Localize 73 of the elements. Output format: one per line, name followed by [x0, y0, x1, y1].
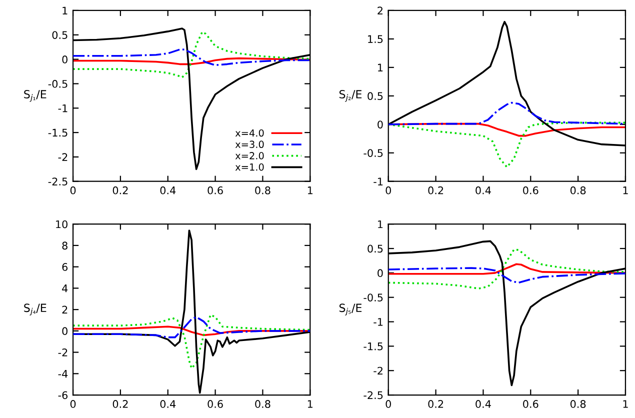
x-tick-label: 0.2 [428, 400, 444, 408]
y-tick-label: 0 [378, 120, 383, 128]
y-tick-label: 4 [62, 284, 68, 292]
x-tick-label: 0.6 [523, 400, 538, 408]
y-axis-title: S$_{j₄}$/E [24, 304, 46, 316]
x-tick-label: 0 [70, 400, 76, 408]
y-tick-label: -4 [58, 370, 68, 378]
y-tick-label: 1 [378, 64, 383, 72]
x-tick-label: 1 [308, 186, 312, 194]
x-tick-label: 0.4 [476, 400, 491, 408]
line-series [73, 326, 310, 336]
y-tick-label: 0 [62, 56, 68, 64]
y-tick-label: 0 [62, 327, 68, 336]
legend-label: x=4.0 [235, 129, 264, 137]
y-tick-label: -0.5 [364, 149, 383, 157]
legend-label: x=1.0 [235, 163, 264, 171]
legend-label: x=3.0 [235, 140, 264, 148]
y-axis-title: S$_{j₅}$/E [339, 304, 362, 316]
y-tick-label: -1 [374, 178, 383, 186]
y-tick-label: 0.5 [368, 244, 383, 253]
x-tick-label: 0.2 [112, 400, 128, 408]
y-tick-label: -2.5 [364, 391, 383, 400]
legend-label: x=2.0 [235, 152, 264, 160]
line-series [73, 31, 310, 78]
x-tick-label: 1 [308, 400, 312, 408]
x-tick-label: 0.6 [208, 400, 223, 408]
y-axis-title: S$_{j₂}$/E [339, 90, 362, 102]
y-tick-label: 2 [378, 6, 382, 14]
x-tick-label: 0 [386, 400, 391, 408]
x-tick-label: 0 [70, 186, 76, 194]
line-series [388, 102, 626, 126]
x-tick-label: 0.8 [570, 186, 586, 194]
x-tick-label: 0.2 [428, 186, 444, 194]
y-tick-label: -0.5 [48, 80, 68, 88]
x-tick-label: 0.4 [160, 186, 176, 194]
y-tick-label: 0.5 [368, 92, 383, 100]
x-tick-label: 0.6 [208, 186, 223, 194]
x-tick-label: 0.4 [160, 400, 176, 408]
line-series [388, 248, 626, 290]
x-tick-label: 0.6 [523, 186, 538, 194]
y-tick-label: 0 [378, 269, 383, 278]
line-series [73, 314, 310, 370]
y-tick-label: 6 [62, 263, 68, 271]
y-tick-label: -2 [58, 348, 68, 356]
x-tick-label: 0.8 [570, 400, 586, 408]
line-series [73, 316, 310, 338]
x-tick-label: 0.8 [255, 400, 270, 408]
y-tick-label: 1 [62, 6, 68, 14]
y-tick-label: 10 [56, 220, 68, 228]
x-tick-label: 0.8 [255, 186, 270, 194]
x-tick-label: 1 [623, 400, 628, 408]
line-series [73, 48, 310, 66]
y-tick-label: -6 [58, 391, 68, 400]
x-tick-label: 1 [623, 186, 628, 194]
x-tick-label: 0 [386, 186, 391, 194]
y-tick-label: -2 [374, 366, 382, 375]
line-series [388, 263, 626, 275]
y-tick-label: -1 [374, 318, 383, 326]
y-tick-label: -0.5 [364, 294, 383, 302]
y-tick-label: -2 [58, 153, 68, 161]
y-tick-label: 1 [378, 220, 383, 228]
y-tick-label: -1.5 [48, 128, 68, 137]
line-series [388, 267, 626, 284]
y-tick-label: 1.5 [368, 35, 383, 44]
y-tick-label: 0.5 [52, 31, 68, 39]
y-axis-title: S$_{j₁}$/E [24, 90, 46, 102]
y-tick-label: -1 [58, 104, 68, 112]
y-tick-label: -1.5 [364, 342, 383, 350]
x-tick-label: 0.4 [476, 186, 491, 194]
y-tick-label: 8 [62, 242, 68, 250]
y-tick-label: -2.5 [48, 178, 68, 186]
x-tick-label: 0.2 [112, 186, 128, 194]
y-tick-label: 2 [62, 306, 68, 314]
